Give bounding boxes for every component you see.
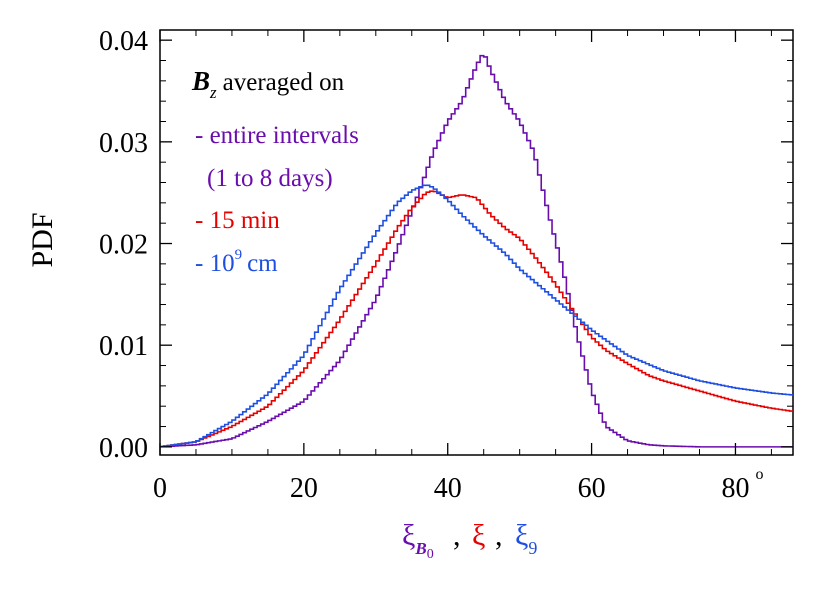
y-tick-label: 0.01: [99, 331, 148, 362]
x-tick-label: 20: [290, 473, 318, 504]
legend-entry-15-min: - 15 min: [195, 207, 280, 234]
x-tick-label: 60: [578, 473, 606, 504]
legend-entry-10-9-cm-superscript: 9: [235, 247, 243, 263]
x-label-xi-b0-symbol: ξ: [402, 519, 415, 552]
x-label-comma-2: ,: [495, 519, 503, 552]
legend-entry-entire-intervals-detail: (1 to 8 days): [207, 165, 333, 192]
x-label-xi-b0-sub2: 0: [427, 547, 434, 562]
x-label-xi: ξ: [472, 519, 485, 552]
legend-entry-entire-intervals: - entire intervals: [195, 122, 359, 149]
x-axis-label: ξB0 , ξ , ξ9: [402, 519, 537, 562]
legend-entry-10-9-cm: - 109 cm: [195, 247, 278, 277]
series-15-min: [160, 190, 793, 448]
axis-layer: 0 20 40 60 80 o 0.00 0.01 0.02 0.03 0.04: [99, 26, 793, 504]
x-tick-label: 80: [721, 473, 749, 504]
y-axis-label: PDF: [26, 212, 59, 267]
x-tick-label: 0: [153, 473, 167, 504]
y-tick-label: 0.03: [99, 128, 148, 159]
x-label-xi-9-symbol: ξ: [515, 519, 528, 552]
legend-title-subscript: z: [209, 83, 217, 102]
x-label-xi-9-sub: 9: [528, 538, 537, 558]
series-layer: [160, 54, 793, 448]
legend-title: Bz averaged on: [191, 66, 345, 102]
plot-frame: [159, 29, 794, 456]
series-10-9-cm: [160, 184, 793, 448]
x-tick-label: 40: [434, 473, 462, 504]
x-label-xi-b0-sub: B: [414, 539, 426, 558]
x-label-xi-9: ξ9: [515, 519, 537, 558]
y-tick-label: 0.04: [99, 26, 148, 57]
x-label-xi-b0: ξB0: [402, 519, 434, 562]
x-label-comma-1: ,: [453, 519, 461, 552]
legend: Bz averaged on - entire intervals (1 to 8…: [191, 66, 359, 277]
legend-entry-10-9-cm-unit: cm: [247, 250, 278, 277]
legend-title-symbol: B: [191, 66, 210, 96]
y-tick-label: 0.02: [99, 230, 148, 261]
x-tick-degree-mark: o: [755, 466, 763, 483]
legend-entry-10-9-cm-base: - 10: [195, 250, 235, 277]
legend-title-text: averaged on: [223, 69, 345, 96]
y-tick-label: 0.00: [99, 433, 148, 464]
series-entire-intervals: [160, 54, 793, 448]
